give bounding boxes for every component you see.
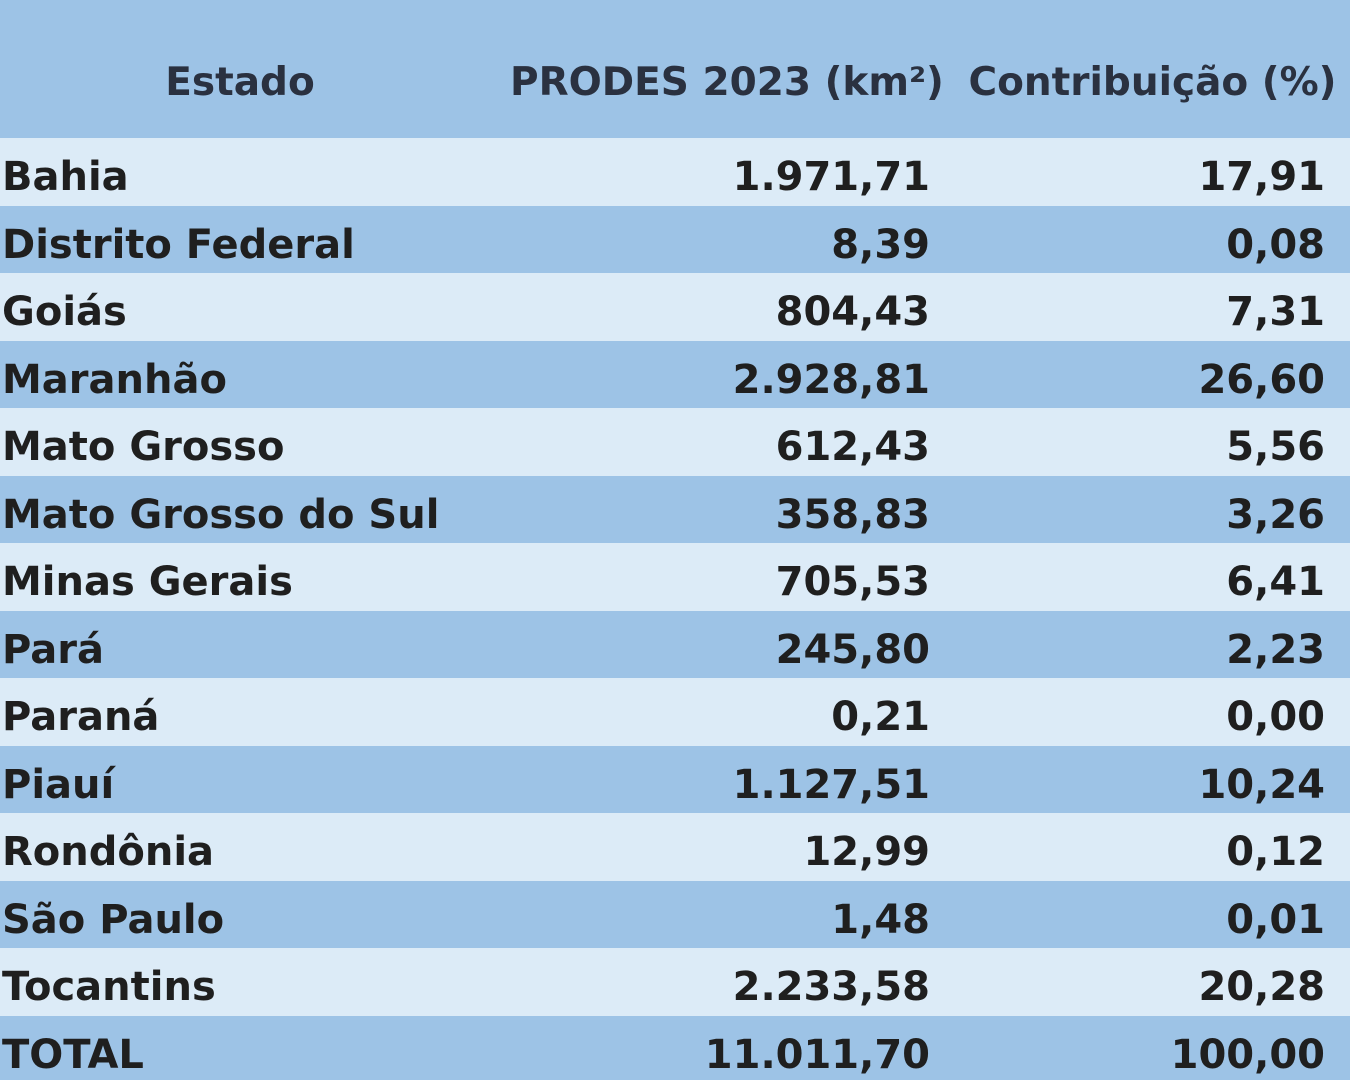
cell-estado: Mato Grosso do Sul (2, 491, 440, 538)
cell-contribuicao: 20,28 (1198, 964, 1325, 1010)
cell-estado: Paraná (2, 694, 160, 740)
cell-contribuicao: 0,00 (1226, 694, 1325, 740)
cell-estado: Tocantins (2, 964, 216, 1010)
cell-estado: Pará (2, 626, 104, 673)
cell-prodes: 358,83 (775, 491, 930, 538)
cell-contribuicao: 26,60 (1198, 356, 1325, 403)
cell-estado: Goiás (2, 289, 127, 335)
table-row: Minas Gerais 705,53 6,41 (0, 543, 1350, 611)
table-header: Estado PRODES 2023 (km²) Contribuição (%… (0, 0, 1350, 138)
cell-contribuicao: 6,41 (1226, 559, 1325, 605)
table-row: Mato Grosso do Sul 358,83 3,26 (0, 475, 1350, 543)
table-row: Mato Grosso 612,43 5,56 (0, 408, 1350, 476)
cell-prodes: 612,43 (775, 424, 930, 470)
cell-prodes: 804,43 (775, 289, 930, 335)
cell-contribuicao: 17,91 (1198, 154, 1325, 200)
cell-prodes: 245,80 (775, 626, 930, 673)
cell-prodes: 705,53 (775, 559, 930, 605)
cell-prodes: 2.233,58 (732, 964, 930, 1010)
cell-contribuicao: 5,56 (1226, 424, 1325, 470)
cell-contribuicao: 3,26 (1226, 491, 1325, 538)
cell-estado-total: TOTAL (2, 1031, 144, 1078)
cell-estado: Distrito Federal (2, 221, 355, 268)
table-body: Bahia 1.971,71 17,91 Distrito Federal 8,… (0, 138, 1350, 1080)
cell-prodes: 1.127,51 (732, 761, 930, 808)
table-row: Pará 245,80 2,23 (0, 610, 1350, 678)
header-contribuicao: Contribuição (%) (968, 60, 1337, 105)
cell-prodes: 8,39 (831, 221, 930, 268)
header-estado: Estado (165, 60, 315, 105)
cell-prodes: 1,48 (831, 896, 930, 943)
cell-contribuicao: 7,31 (1226, 289, 1325, 335)
cell-contribuicao: 2,23 (1226, 626, 1325, 673)
table-row: Distrito Federal 8,39 0,08 (0, 205, 1350, 273)
cell-estado: Maranhão (2, 356, 227, 403)
table-row: Tocantins 2.233,58 20,28 (0, 948, 1350, 1016)
table-row: Rondônia 12,99 0,12 (0, 813, 1350, 881)
table-row: São Paulo 1,48 0,01 (0, 880, 1350, 948)
total-row: TOTAL 11.011,70 100,00 (0, 1015, 1350, 1080)
cell-estado: São Paulo (2, 896, 225, 943)
table-row: Paraná 0,21 0,00 (0, 678, 1350, 746)
cell-estado: Minas Gerais (2, 559, 293, 605)
table-row: Goiás 804,43 7,31 (0, 273, 1350, 341)
cell-contribuicao-total: 100,00 (1170, 1031, 1325, 1078)
table-row: Bahia 1.971,71 17,91 (0, 138, 1350, 206)
cell-estado: Rondônia (2, 829, 215, 875)
cell-estado: Mato Grosso (2, 424, 285, 470)
cell-estado: Bahia (2, 154, 129, 200)
cell-contribuicao: 0,08 (1226, 221, 1325, 268)
table-row: Maranhão 2.928,81 26,60 (0, 340, 1350, 408)
cell-prodes-total: 11.011,70 (704, 1031, 930, 1078)
cell-estado: Piauí (2, 761, 115, 808)
cell-contribuicao: 0,01 (1226, 896, 1325, 943)
cell-prodes: 2.928,81 (732, 356, 930, 403)
table-row: Piauí 1.127,51 10,24 (0, 745, 1350, 813)
cell-prodes: 12,99 (803, 829, 930, 875)
cell-contribuicao: 0,12 (1226, 829, 1325, 875)
cell-contribuicao: 10,24 (1198, 761, 1325, 808)
header-prodes: PRODES 2023 (km²) (510, 60, 944, 105)
cell-prodes: 0,21 (831, 694, 930, 740)
cell-prodes: 1.971,71 (732, 154, 930, 200)
